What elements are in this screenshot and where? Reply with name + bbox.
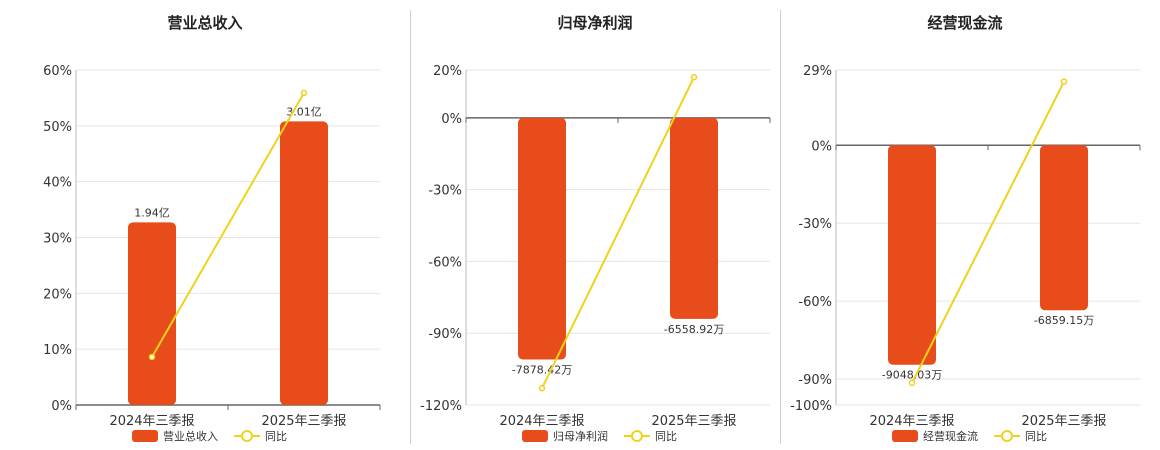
chart-panel-cash-flow: 经营现金流 -100% -90% -60% -30% 0% 29% -9048.03万 -68… (780, 0, 1150, 450)
legend-line-label: 同比 (265, 430, 287, 443)
y-tick-label: 40% (43, 176, 72, 191)
y-tick-label: -60% (798, 295, 832, 310)
y-tick-label: 0% (51, 399, 72, 414)
y-tick-label: 20% (43, 287, 72, 302)
legend-line-marker (631, 430, 643, 442)
bar (670, 117, 718, 319)
yoy-point (690, 73, 698, 81)
chart-panel-net-profit: 归母净利润 -120% -90% -60% -30% 0% 20% -7878.42万 -65… (410, 0, 780, 450)
yoy-point (300, 89, 308, 97)
bar (280, 121, 328, 405)
chart-panel-revenue: 营业总收入 0% 10% 20% 30% 40% 50% 60% 1.94亿 3.01亿 2024… (20, 0, 390, 450)
x-tick-label: 2024年三季报 (499, 414, 584, 429)
yoy-line (541, 76, 695, 389)
x-tick-label: 2025年三季报 (1021, 414, 1106, 429)
yoy-point (148, 353, 156, 361)
x-tick-label: 2025年三季报 (261, 414, 346, 429)
y-tick-label: 50% (43, 120, 72, 135)
legend-line-label: 同比 (1025, 430, 1047, 443)
legend-line-marker (241, 430, 253, 442)
cash-flow-chart: -100% -90% -60% -30% 0% 29% -9048.03万 -6859.15万… (790, 64, 1141, 443)
panel-divider (410, 10, 411, 444)
yoy-point (538, 385, 546, 392)
x-tick-label: 2025年三季报 (651, 414, 736, 429)
y-tick-label: 29% (803, 64, 832, 79)
y-tick-label: -90% (798, 373, 832, 388)
bar (888, 145, 936, 365)
y-tick-label: 20% (433, 64, 462, 79)
y-tick-label: 0% (811, 139, 832, 154)
y-tick-label: -30% (798, 217, 832, 232)
legend-line-label: 同比 (655, 430, 677, 443)
legend-bar-label: 归母净利润 (553, 429, 608, 443)
bar (518, 117, 566, 360)
yoy-point (1060, 78, 1068, 85)
y-tick-label: 30% (43, 232, 72, 247)
legend-bar-label: 经营现金流 (923, 429, 978, 443)
panel-divider (780, 10, 781, 444)
bar (128, 222, 176, 405)
y-tick-label: -100% (790, 399, 832, 414)
bar-data-label: -6859.15万 (1034, 314, 1094, 327)
x-tick-label: 2024年三季报 (109, 414, 194, 429)
y-tick-label: -120% (420, 399, 462, 414)
chart-title: 营业总收入 (167, 14, 243, 32)
chart-title: 经营现金流 (927, 14, 1003, 32)
legend-line-marker (1001, 430, 1013, 442)
bar-data-label: -6558.92万 (664, 323, 724, 336)
legend-bar-swatch (892, 430, 918, 442)
legend-bar-swatch (522, 430, 548, 442)
chart-title: 归母净利润 (557, 14, 633, 32)
net-profit-chart: -120% -90% -60% -30% 0% 20% -7878.42万 -6558.92万… (420, 64, 771, 443)
bar-data-label: -7878.42万 (512, 364, 572, 377)
yoy-point (908, 379, 916, 387)
y-tick-label: -90% (428, 327, 462, 342)
bar (1040, 145, 1088, 311)
y-tick-label: 0% (441, 112, 462, 127)
x-tick-label: 2024年三季报 (869, 414, 954, 429)
y-tick-label: 10% (43, 343, 72, 358)
y-tick-label: -30% (428, 184, 462, 199)
y-tick-label: -60% (428, 255, 462, 270)
bar-data-label: -9048.03万 (882, 369, 942, 382)
yoy-line (911, 81, 1065, 384)
bar-data-label: 1.94亿 (134, 206, 170, 219)
yoy-line (151, 92, 305, 358)
legend-bar-label: 营业总收入 (163, 429, 218, 443)
y-tick-label: 60% (43, 64, 72, 79)
legend-bar-swatch (132, 430, 158, 442)
